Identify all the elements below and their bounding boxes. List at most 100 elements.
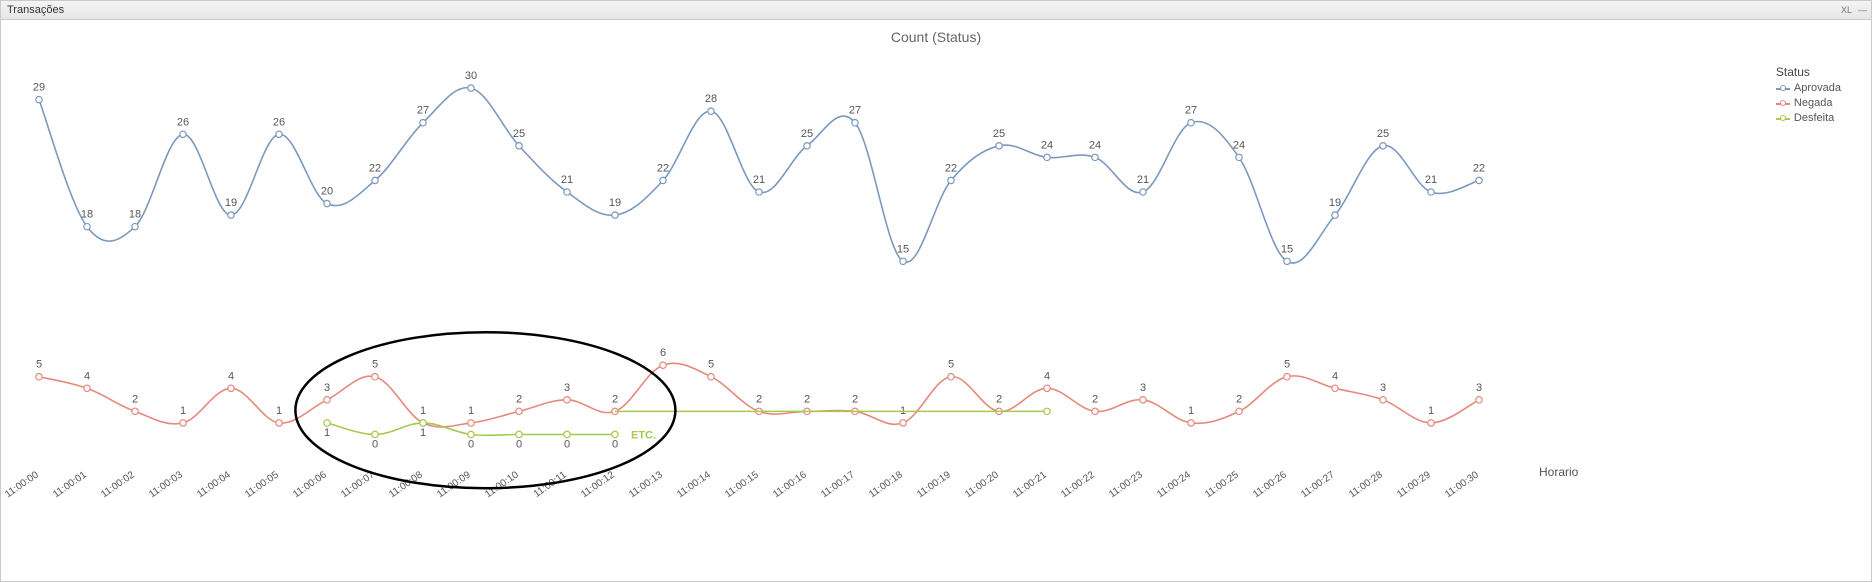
series-marker-aprovada bbox=[804, 143, 810, 149]
series-marker-negada bbox=[228, 385, 234, 391]
series-marker-negada bbox=[1332, 385, 1338, 391]
series-marker-negada bbox=[708, 374, 714, 380]
series-marker-negada bbox=[1092, 408, 1098, 414]
x-tick-label: 11:00:28 bbox=[1347, 469, 1385, 500]
data-label-aprovada: 24 bbox=[1089, 139, 1101, 151]
data-label-negada: 2 bbox=[516, 393, 522, 405]
data-label-aprovada: 15 bbox=[897, 243, 909, 255]
data-label-desfeita: 1 bbox=[324, 427, 330, 439]
series-marker-negada bbox=[660, 362, 666, 368]
series-marker-negada bbox=[564, 397, 570, 403]
data-label-negada: 5 bbox=[36, 359, 42, 371]
data-label-negada: 1 bbox=[276, 405, 282, 417]
series-marker-aprovada bbox=[948, 177, 954, 183]
data-label-aprovada: 18 bbox=[129, 209, 141, 221]
x-tick-label: 11:00:01 bbox=[51, 469, 89, 500]
series-marker-aprovada bbox=[756, 189, 762, 195]
series-marker-aprovada bbox=[660, 177, 666, 183]
transactions-panel: Transações XL — Count (Status) 11:00:001… bbox=[0, 0, 1872, 582]
series-marker-negada bbox=[1476, 397, 1482, 403]
series-marker-aprovada bbox=[324, 200, 330, 206]
series-marker-aprovada bbox=[1476, 177, 1482, 183]
data-label-aprovada: 21 bbox=[1137, 174, 1149, 186]
panel-control-minimize[interactable]: — bbox=[1858, 1, 1867, 19]
data-label-aprovada: 26 bbox=[273, 116, 285, 128]
data-label-aprovada: 28 bbox=[705, 93, 717, 105]
series-marker-desfeita bbox=[468, 431, 474, 437]
data-label-aprovada: 21 bbox=[561, 174, 573, 186]
panel-control-xl[interactable]: XL bbox=[1841, 1, 1852, 19]
data-label-negada: 3 bbox=[1476, 382, 1482, 394]
data-label-desfeita: 1 bbox=[420, 427, 426, 439]
panel-header: Transações XL — bbox=[1, 1, 1871, 20]
data-label-aprovada: 30 bbox=[465, 70, 477, 82]
series-marker-aprovada bbox=[420, 120, 426, 126]
x-tick-label: 11:00:24 bbox=[1155, 469, 1193, 500]
data-label-aprovada: 15 bbox=[1281, 243, 1293, 255]
data-label-negada: 3 bbox=[1140, 382, 1146, 394]
x-tick-label: 11:00:17 bbox=[819, 469, 857, 500]
series-marker-aprovada bbox=[468, 85, 474, 91]
series-marker-negada bbox=[84, 385, 90, 391]
series-marker-aprovada bbox=[900, 258, 906, 264]
legend-item-negada[interactable]: Negada bbox=[1776, 96, 1841, 111]
series-marker-aprovada bbox=[1332, 212, 1338, 218]
data-label-negada: 2 bbox=[996, 393, 1002, 405]
series-marker-negada bbox=[132, 408, 138, 414]
series-marker-aprovada bbox=[1284, 258, 1290, 264]
series-marker-desfeita bbox=[516, 431, 522, 437]
series-marker-aprovada bbox=[36, 96, 42, 102]
data-label-negada: 3 bbox=[564, 382, 570, 394]
legend-label: Aprovada bbox=[1794, 81, 1841, 96]
series-marker-desfeita bbox=[324, 420, 330, 426]
data-label-aprovada: 21 bbox=[753, 174, 765, 186]
data-label-aprovada: 27 bbox=[417, 105, 429, 117]
legend-item-aprovada[interactable]: Aprovada bbox=[1776, 81, 1841, 96]
data-label-desfeita: 0 bbox=[468, 438, 474, 450]
x-tick-label: 11:00:18 bbox=[867, 469, 905, 500]
x-tick-label: 11:00:03 bbox=[147, 469, 185, 500]
data-label-negada: 2 bbox=[1092, 393, 1098, 405]
series-marker-desfeita bbox=[564, 431, 570, 437]
series-marker-negada bbox=[1380, 397, 1386, 403]
x-tick-label: 11:00:15 bbox=[723, 469, 761, 500]
data-label-negada: 2 bbox=[756, 393, 762, 405]
data-label-aprovada: 22 bbox=[1473, 162, 1485, 174]
series-marker-negada bbox=[1284, 374, 1290, 380]
series-marker-negada bbox=[1140, 397, 1146, 403]
series-marker-aprovada bbox=[372, 177, 378, 183]
x-tick-label: 11:00:20 bbox=[963, 469, 1001, 500]
data-label-aprovada: 22 bbox=[945, 162, 957, 174]
data-label-negada: 1 bbox=[420, 405, 426, 417]
legend-item-desfeita[interactable]: Desfeita bbox=[1776, 111, 1841, 126]
series-marker-aprovada bbox=[132, 223, 138, 229]
series-marker-negada bbox=[180, 420, 186, 426]
data-label-aprovada: 21 bbox=[1425, 174, 1437, 186]
data-label-negada: 4 bbox=[84, 370, 90, 382]
series-marker-negada bbox=[1188, 420, 1194, 426]
series-marker-negada bbox=[324, 397, 330, 403]
data-label-aprovada: 24 bbox=[1041, 139, 1053, 151]
data-label-negada: 3 bbox=[1380, 382, 1386, 394]
data-label-aprovada: 26 bbox=[177, 116, 189, 128]
series-marker-aprovada bbox=[564, 189, 570, 195]
x-tick-label: 11:00:00 bbox=[3, 469, 41, 500]
data-label-negada: 5 bbox=[372, 359, 378, 371]
legend-label: Negada bbox=[1794, 96, 1833, 111]
data-label-aprovada: 29 bbox=[33, 82, 45, 94]
etc-label: ETC. bbox=[631, 429, 656, 441]
series-marker-negada bbox=[1236, 408, 1242, 414]
series-marker-negada bbox=[900, 420, 906, 426]
x-tick-label: 11:00:02 bbox=[99, 469, 137, 500]
data-label-aprovada: 19 bbox=[609, 197, 621, 209]
data-label-desfeita: 0 bbox=[372, 438, 378, 450]
series-marker-negada bbox=[468, 420, 474, 426]
panel-header-controls: XL — bbox=[1841, 1, 1867, 19]
data-label-negada: 1 bbox=[180, 405, 186, 417]
data-label-aprovada: 19 bbox=[1329, 197, 1341, 209]
x-tick-label: 11:00:14 bbox=[675, 469, 713, 500]
data-label-negada: 4 bbox=[1332, 370, 1338, 382]
data-label-negada: 1 bbox=[1188, 405, 1194, 417]
x-axis-title: Horario bbox=[1539, 465, 1579, 479]
data-label-aprovada: 25 bbox=[801, 128, 813, 140]
